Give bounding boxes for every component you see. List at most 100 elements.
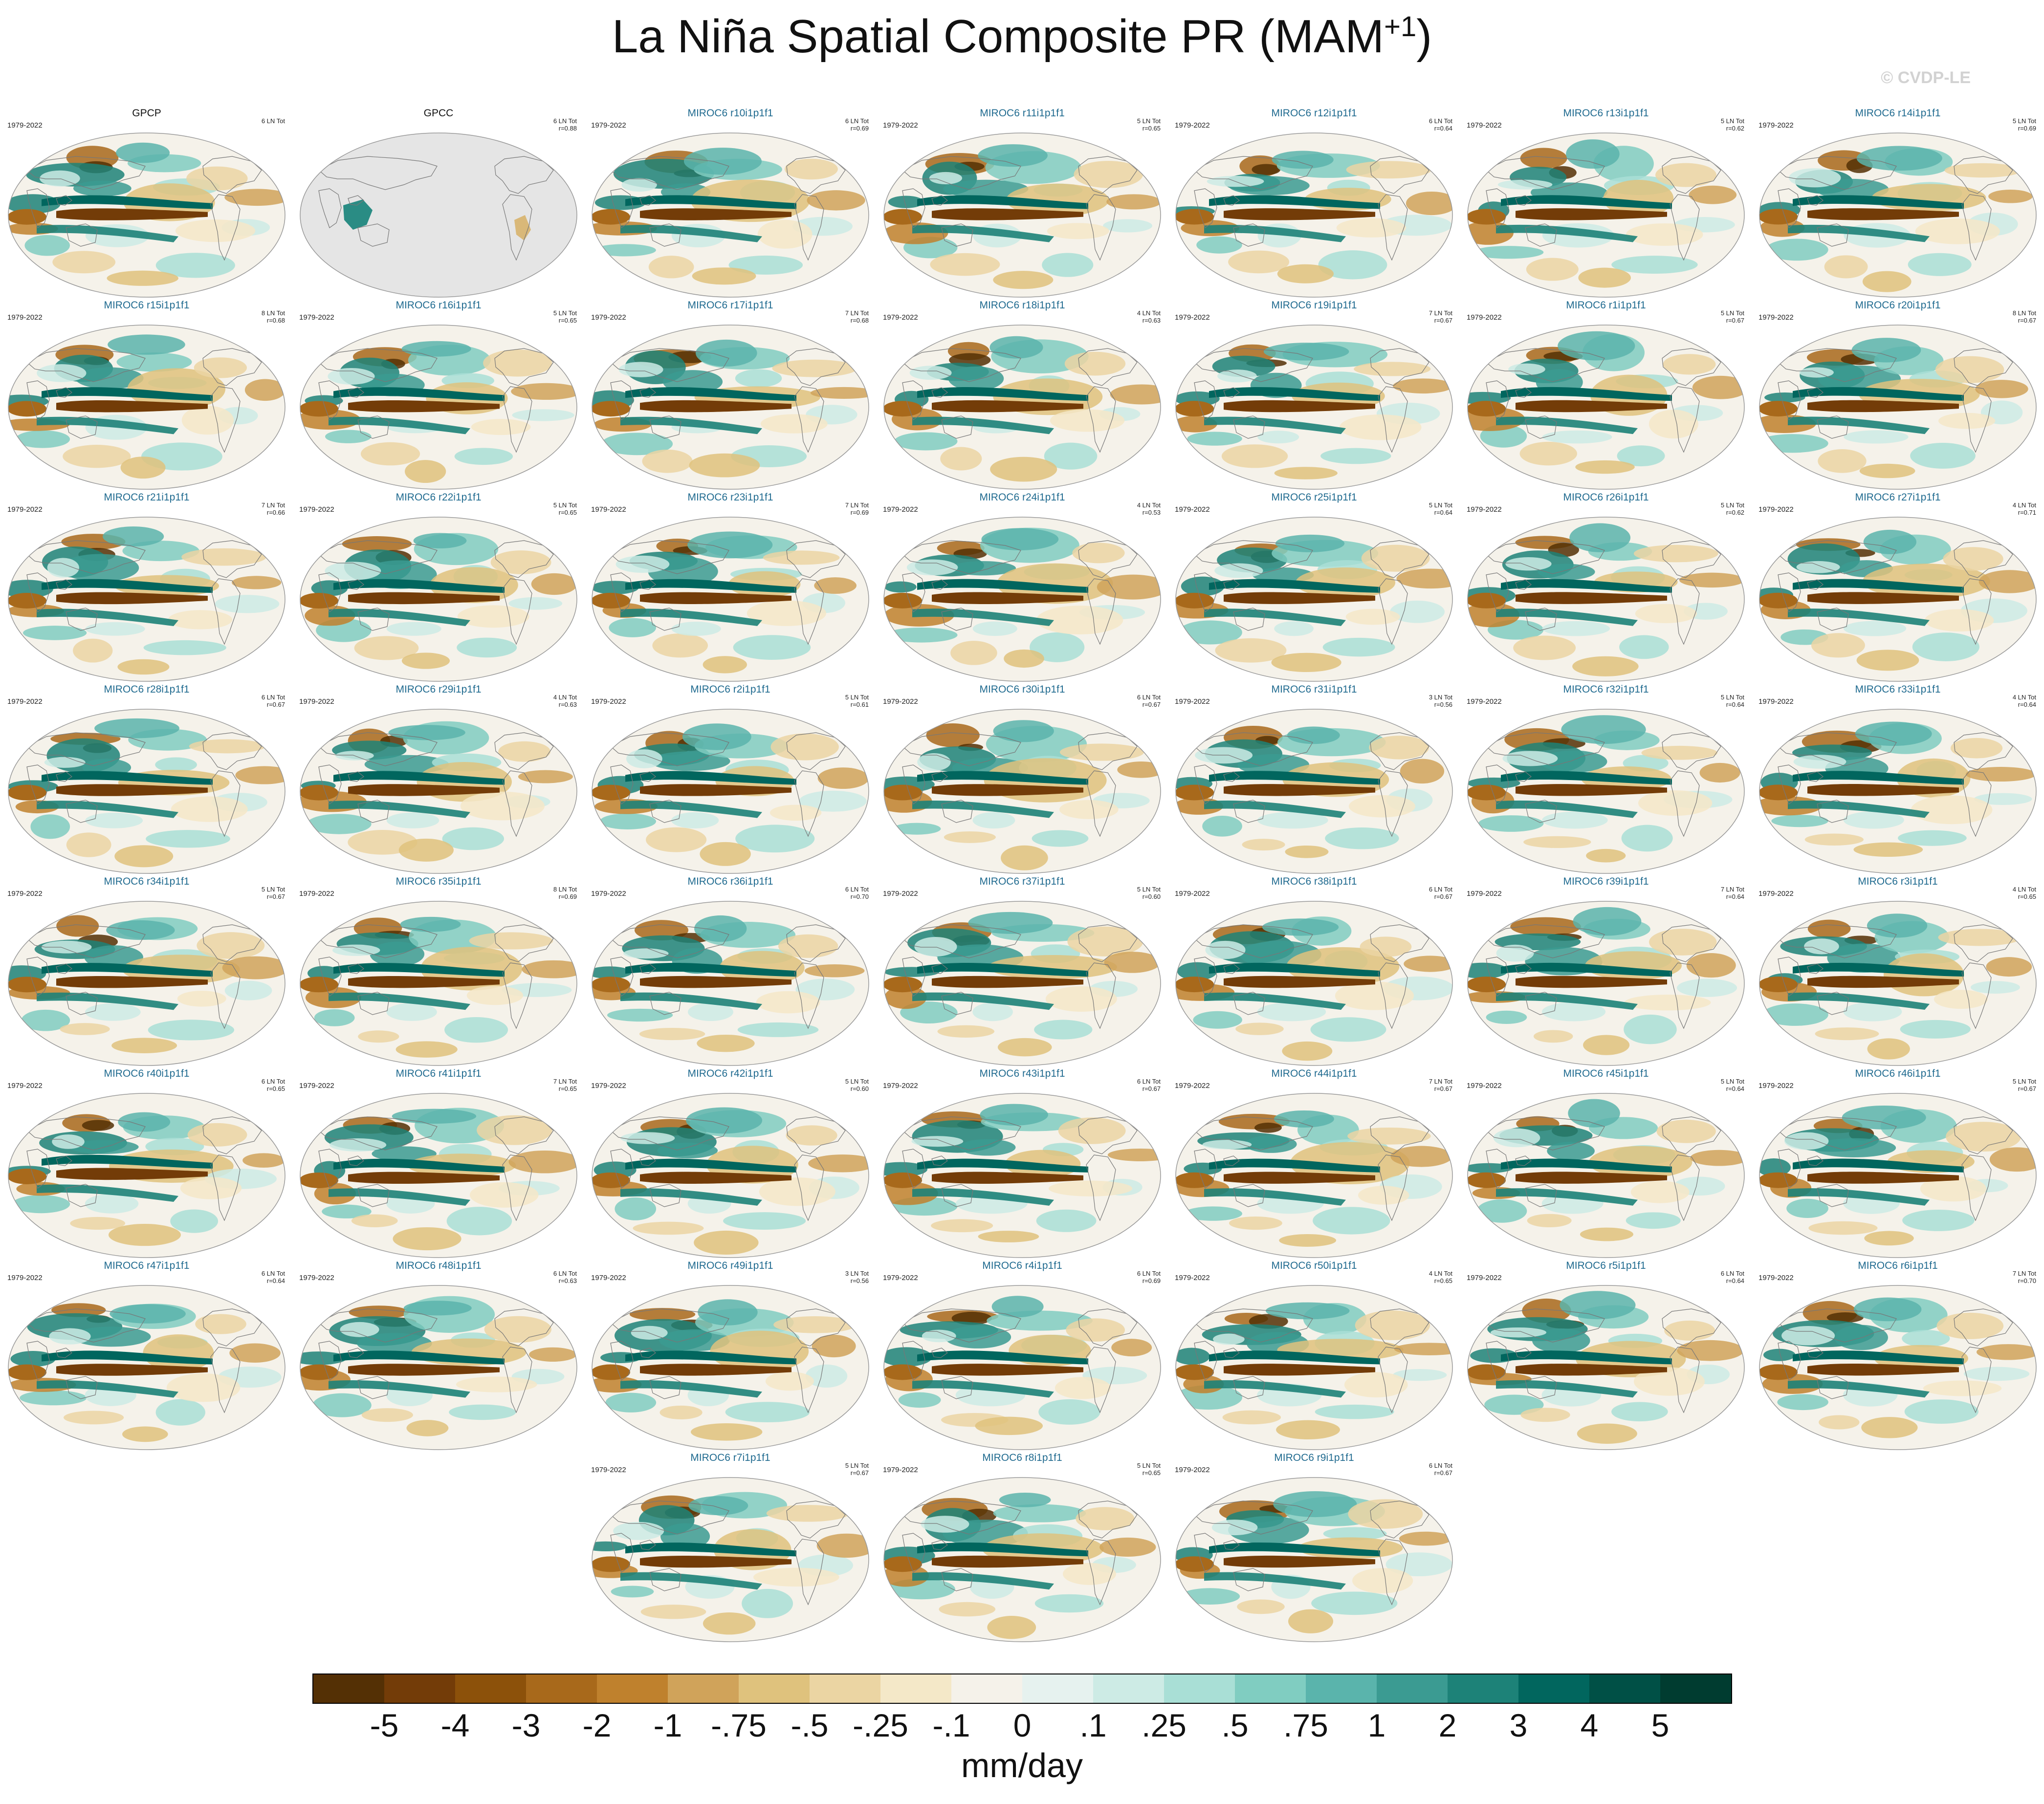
wet-anomaly-band bbox=[1204, 1188, 1346, 1206]
coastline bbox=[202, 348, 262, 386]
panel-pattern-correlation: r=0.64 bbox=[1726, 1085, 1744, 1092]
coastline bbox=[1078, 156, 1138, 194]
dry-anomaly-tongue bbox=[932, 976, 1083, 988]
anomaly-patch bbox=[111, 1038, 177, 1053]
panel-event-count: 5 LN Tot bbox=[2012, 1078, 2036, 1085]
precip-map bbox=[300, 132, 577, 298]
anomaly-patch bbox=[1508, 363, 1545, 375]
colorbar-tick-label: -.75 bbox=[711, 1707, 767, 1743]
anomaly-patch bbox=[1348, 795, 1416, 818]
colorbar-swatch bbox=[951, 1674, 1023, 1703]
panel-pattern-correlation: r=0.67 bbox=[2018, 1085, 2036, 1092]
anomaly-patch bbox=[1277, 264, 1334, 283]
anomaly-patch bbox=[1904, 1399, 1978, 1424]
coastline bbox=[1193, 1116, 1313, 1151]
panel-stats: 4 LN Tot r=0.65 bbox=[2013, 886, 2036, 900]
coastline bbox=[902, 1533, 925, 1573]
anomaly-patch bbox=[592, 209, 630, 225]
coastline bbox=[1662, 348, 1721, 386]
anomaly-patch bbox=[1217, 369, 1257, 383]
anomaly-patch bbox=[1777, 1394, 1828, 1411]
coastline bbox=[931, 963, 948, 974]
wet-anomaly-band bbox=[620, 225, 762, 242]
coastline bbox=[786, 348, 846, 386]
coastline bbox=[348, 579, 364, 590]
anomaly-patch bbox=[760, 414, 828, 434]
precip-map bbox=[8, 325, 286, 490]
anomaly-patch bbox=[1786, 1198, 1828, 1218]
anomaly-patch bbox=[1558, 331, 1635, 361]
coastline bbox=[318, 1116, 438, 1151]
coastline bbox=[1370, 156, 1429, 194]
anomaly-patch bbox=[1944, 163, 2022, 178]
coastline bbox=[1223, 1348, 1240, 1358]
dry-anomaly-tongue bbox=[1807, 784, 1959, 796]
panel-pattern-correlation: r=0.67 bbox=[1726, 317, 1744, 324]
coastline bbox=[1370, 1116, 1429, 1154]
anomaly-patch bbox=[1325, 827, 1399, 849]
anomaly-patch bbox=[1577, 1423, 1637, 1444]
coastline bbox=[941, 223, 973, 247]
colorbar-tick-label: 5 bbox=[1651, 1707, 1670, 1743]
precip-map bbox=[883, 901, 1161, 1066]
wet-anomaly-band bbox=[42, 1350, 213, 1365]
panel-title: MIROC6 r1i1p1f1 bbox=[1566, 300, 1646, 311]
anomaly-patch bbox=[1912, 632, 1979, 661]
anomaly-patch bbox=[1042, 253, 1094, 277]
anomaly-patch bbox=[1692, 375, 1744, 399]
coastline bbox=[56, 195, 72, 206]
panel-pattern-correlation: r=0.88 bbox=[558, 125, 577, 132]
coastline bbox=[901, 156, 1021, 190]
panel-stats: 4 LN Tot r=0.65 bbox=[1429, 1270, 1452, 1284]
dry-anomaly-tongue bbox=[1516, 400, 1667, 413]
anomaly-patch bbox=[993, 271, 1054, 289]
map-outline bbox=[1175, 709, 1453, 874]
anomaly-patch bbox=[1036, 606, 1123, 634]
panel-title: MIROC6 r13i1p1f1 bbox=[1563, 108, 1649, 119]
anomaly-patch bbox=[1358, 1186, 1409, 1205]
coastline bbox=[1233, 1184, 1265, 1207]
anomaly-patch bbox=[592, 592, 630, 609]
anomaly-patch bbox=[1104, 952, 1161, 973]
anomaly-patch bbox=[30, 814, 70, 839]
map-panel: MIROC6 r48i1p1f1 1979-2022 6 LN Tot r=0.63 bbox=[299, 1260, 578, 1451]
anomaly-patch bbox=[1633, 544, 1718, 563]
panel-event-count: 6 LN Tot bbox=[1137, 1270, 1161, 1277]
panel-years: 1979-2022 bbox=[591, 1274, 626, 1282]
anomaly-patch bbox=[1320, 448, 1391, 464]
anomaly-patch bbox=[1568, 1099, 1620, 1128]
panel-years: 1979-2022 bbox=[7, 505, 43, 514]
dry-anomaly-tongue bbox=[1807, 1172, 1959, 1184]
anomaly-patch bbox=[884, 1172, 922, 1188]
panel-stats: 5 LN Tot r=0.62 bbox=[1721, 501, 1744, 516]
anomaly-patch bbox=[1513, 635, 1576, 660]
coastline bbox=[318, 572, 342, 612]
wet-anomaly-band bbox=[1496, 224, 1638, 242]
anomaly-patch bbox=[1763, 1348, 1796, 1361]
wet-anomaly-band bbox=[1209, 1350, 1380, 1365]
map-panel: MIROC6 r8i1p1f1 1979-2022 5 LN Tot r=0.65 bbox=[883, 1452, 1162, 1643]
coastline bbox=[26, 188, 50, 228]
panel-years: 1979-2022 bbox=[7, 1082, 43, 1090]
coastline bbox=[1193, 732, 1313, 766]
anomaly-patch bbox=[8, 1169, 46, 1185]
coastline bbox=[1193, 540, 1313, 574]
anomaly-patch bbox=[522, 960, 577, 978]
coastline bbox=[610, 1308, 729, 1343]
anomaly-patch bbox=[943, 179, 1029, 198]
anomaly-patch bbox=[922, 1329, 956, 1343]
watermark: © CVDP-LE bbox=[1881, 68, 1971, 87]
anomaly-patch bbox=[1468, 1163, 1513, 1174]
title-superscript: +1 bbox=[1384, 11, 1417, 43]
anomaly-patch bbox=[1586, 848, 1626, 863]
coastline bbox=[66, 223, 98, 247]
anomaly-patch bbox=[396, 1041, 458, 1058]
panel-title: MIROC6 r14i1p1f1 bbox=[1855, 108, 1941, 119]
anomaly-patch bbox=[1263, 343, 1349, 361]
anomaly-patch bbox=[1184, 1206, 1242, 1221]
panel-title: MIROC6 r45i1p1f1 bbox=[1563, 1068, 1649, 1079]
coastline bbox=[941, 1184, 973, 1207]
colorbar-tick-label: 2 bbox=[1438, 1707, 1457, 1743]
precip-map bbox=[8, 901, 286, 1066]
coastline bbox=[1525, 1376, 1557, 1399]
